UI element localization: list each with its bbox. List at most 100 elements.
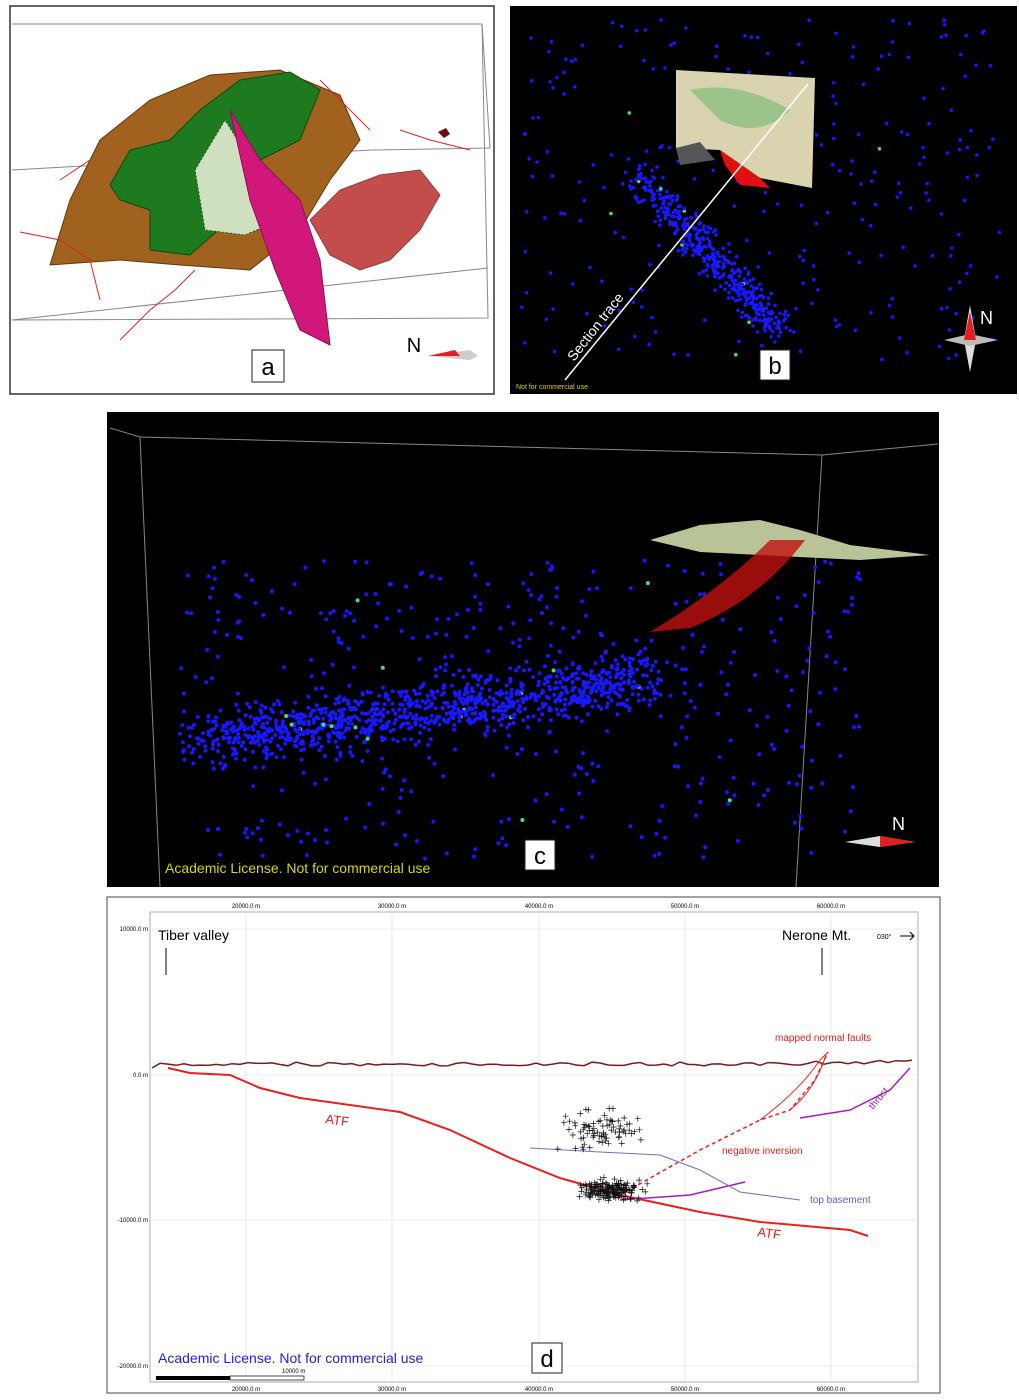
event: [571, 282, 575, 286]
event: [182, 710, 186, 714]
event: [631, 671, 635, 675]
event: [660, 206, 664, 210]
event: [330, 724, 334, 728]
event: [412, 716, 416, 720]
event: [658, 197, 662, 201]
event: [674, 664, 678, 668]
event: [278, 702, 282, 706]
event: [274, 755, 278, 759]
event: [451, 704, 455, 708]
event: [430, 693, 434, 697]
event: [280, 789, 284, 793]
event: [260, 703, 264, 707]
event: [673, 232, 677, 236]
event: [547, 709, 551, 713]
event: [233, 738, 237, 742]
event: [634, 638, 638, 642]
event: [414, 722, 418, 726]
event: [335, 697, 339, 701]
event: [434, 668, 438, 672]
event: [662, 199, 666, 203]
event: [885, 122, 889, 126]
event: [397, 708, 401, 712]
event: [773, 322, 777, 326]
event: [555, 675, 559, 679]
event: [638, 659, 642, 663]
event: [373, 592, 377, 596]
event: [945, 306, 949, 310]
event: [320, 707, 324, 711]
event: [253, 765, 257, 769]
event: [676, 194, 680, 198]
event: [772, 747, 776, 751]
event: [307, 722, 311, 726]
event: [597, 673, 601, 677]
event: [832, 122, 836, 126]
event: [434, 674, 438, 678]
event: [706, 274, 710, 278]
event: [256, 730, 260, 734]
event: [567, 716, 571, 720]
event: [521, 718, 525, 722]
event: [472, 855, 476, 859]
event: [464, 687, 468, 691]
event: [433, 762, 437, 766]
event: [693, 706, 697, 710]
event: [622, 668, 626, 672]
event: [340, 714, 344, 718]
event: [766, 52, 770, 56]
event: [628, 184, 632, 188]
event: [575, 677, 579, 681]
event: [563, 703, 567, 707]
event: [553, 700, 557, 704]
event: [738, 627, 742, 631]
event: [603, 681, 607, 685]
event: [850, 603, 854, 607]
event: [954, 353, 958, 357]
event: [814, 222, 818, 226]
event: [654, 660, 658, 664]
event: [520, 747, 524, 751]
event: [636, 684, 640, 688]
event: [525, 210, 529, 214]
event: [671, 199, 675, 203]
event: [438, 723, 442, 727]
event: [440, 706, 444, 710]
event: [496, 678, 500, 682]
x-axis-label: 60000.0 m: [817, 904, 845, 910]
event: [734, 299, 738, 303]
event: [774, 316, 778, 320]
event: [621, 654, 625, 658]
event: [234, 703, 238, 707]
event: [520, 305, 524, 309]
event: [360, 711, 364, 715]
event: [400, 788, 404, 792]
event: [553, 687, 557, 691]
event: [555, 586, 559, 590]
event: [905, 351, 909, 355]
event: [843, 667, 847, 671]
event: [534, 799, 538, 803]
event: [943, 23, 947, 27]
event: [344, 817, 348, 821]
event: [385, 722, 389, 726]
event: [248, 705, 252, 709]
event: [798, 814, 802, 818]
event: [212, 727, 216, 731]
event: [310, 674, 314, 678]
event: [455, 612, 459, 616]
event: [607, 690, 611, 694]
event: [313, 731, 317, 735]
event: [744, 295, 748, 299]
event: [752, 287, 756, 291]
event: [635, 668, 639, 672]
annotation: mapped normal faults: [775, 1033, 871, 1044]
event: [523, 341, 527, 345]
event: [417, 740, 421, 744]
event: [590, 669, 594, 673]
event: [317, 748, 321, 752]
event: [738, 274, 742, 278]
event: [873, 170, 877, 174]
event: [606, 702, 610, 706]
panel-label: c: [534, 843, 546, 870]
